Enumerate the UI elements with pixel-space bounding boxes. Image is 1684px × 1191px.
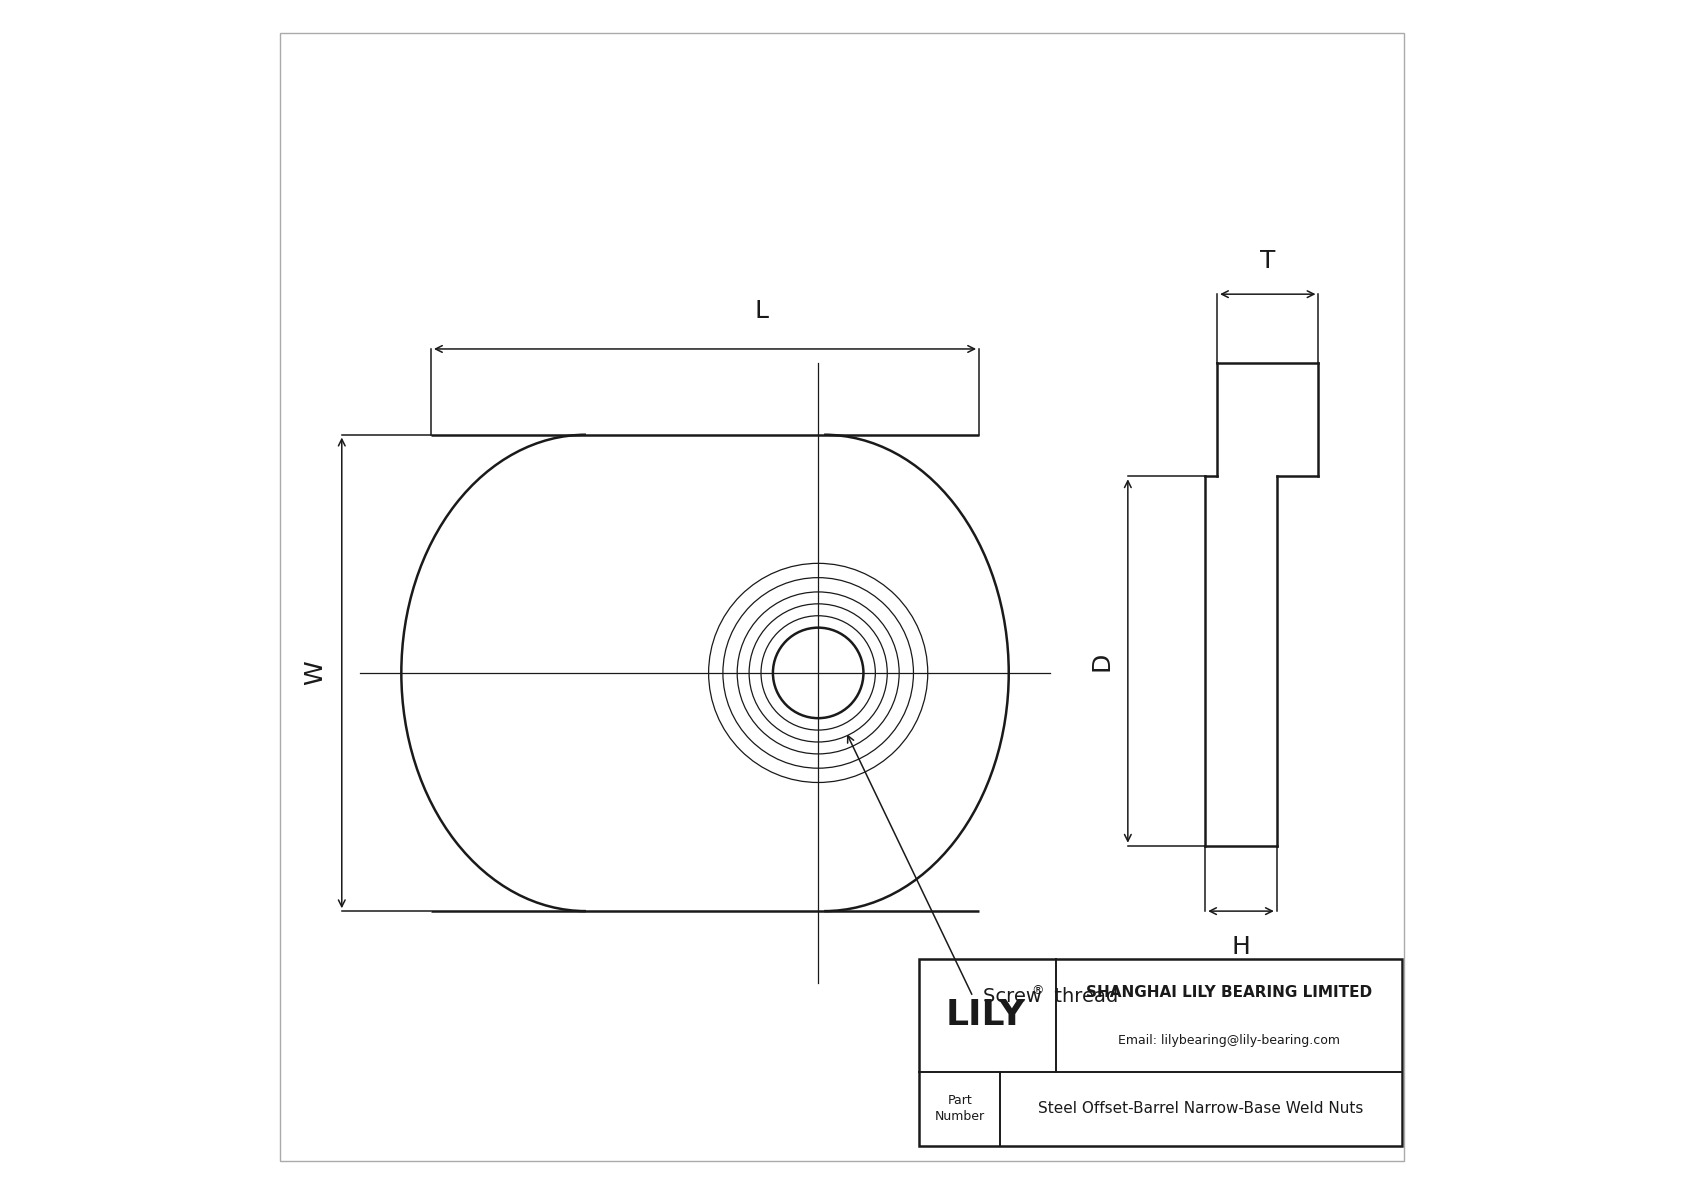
- Text: Steel Offset-Barrel Narrow-Base Weld Nuts: Steel Offset-Barrel Narrow-Base Weld Nut…: [1039, 1102, 1364, 1116]
- Text: D: D: [1090, 651, 1113, 671]
- Text: T: T: [1260, 249, 1275, 273]
- Text: ®: ®: [1031, 984, 1044, 997]
- Text: W: W: [303, 661, 328, 685]
- Text: LILY: LILY: [945, 998, 1026, 1033]
- Text: L: L: [754, 299, 768, 323]
- Text: Part
Number: Part Number: [935, 1095, 985, 1123]
- Text: SHANGHAI LILY BEARING LIMITED: SHANGHAI LILY BEARING LIMITED: [1086, 985, 1372, 1000]
- Text: Screw  thread: Screw thread: [982, 987, 1118, 1006]
- Text: H: H: [1231, 935, 1251, 959]
- Text: Email: lilybearing@lily-bearing.com: Email: lilybearing@lily-bearing.com: [1118, 1034, 1340, 1047]
